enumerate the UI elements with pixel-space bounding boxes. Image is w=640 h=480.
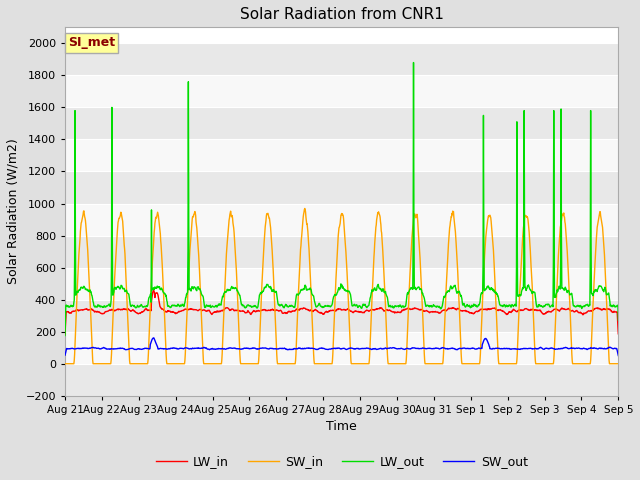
Bar	[65, 139, 618, 171]
X-axis label: Time: Time	[326, 420, 357, 433]
LW_out	[410, 60, 417, 65]
Line: LW_out: LW_out	[65, 62, 618, 336]
LW_in	[61, 331, 69, 337]
SW_in	[566, 295, 573, 300]
Bar	[65, 75, 618, 108]
Bar	[65, 43, 618, 75]
SW_in	[301, 205, 308, 211]
LW_in	[427, 309, 435, 315]
LW_in	[518, 308, 525, 313]
Y-axis label: Solar Radiation (W/m2): Solar Radiation (W/m2)	[7, 139, 20, 284]
SW_in	[614, 361, 622, 367]
LW_out	[292, 299, 300, 305]
Bar	[65, 332, 618, 364]
LW_out	[61, 333, 69, 338]
SW_in	[61, 361, 69, 367]
Bar	[65, 108, 618, 139]
Text: SI_met: SI_met	[68, 36, 115, 49]
Line: SW_in: SW_in	[65, 208, 618, 364]
SW_in	[292, 358, 300, 363]
Bar	[65, 236, 618, 267]
Bar	[65, 171, 618, 204]
Title: Solar Radiation from CNR1: Solar Radiation from CNR1	[240, 7, 444, 22]
SW_in	[518, 248, 525, 254]
SW_in	[278, 361, 286, 367]
SW_in	[427, 361, 435, 367]
LW_in	[292, 307, 300, 312]
SW_out	[518, 346, 525, 352]
Legend: LW_in, SW_in, LW_out, SW_out: LW_in, SW_in, LW_out, SW_out	[150, 450, 532, 473]
LW_out	[566, 291, 573, 297]
LW_in	[614, 331, 622, 336]
LW_in	[184, 307, 191, 312]
SW_out	[184, 346, 191, 351]
LW_out	[278, 302, 286, 308]
Bar	[65, 267, 618, 300]
Line: SW_out: SW_out	[65, 338, 618, 356]
Bar	[65, 204, 618, 236]
LW_in	[278, 311, 286, 316]
LW_out	[184, 290, 191, 296]
SW_out	[150, 335, 157, 341]
SW_out	[278, 346, 286, 351]
SW_out	[427, 346, 435, 351]
SW_in	[184, 304, 191, 310]
LW_in	[150, 288, 157, 293]
Bar	[65, 364, 618, 396]
LW_out	[427, 304, 435, 310]
Line: LW_in: LW_in	[65, 290, 618, 334]
LW_out	[614, 317, 622, 323]
SW_out	[292, 346, 300, 351]
LW_in	[566, 307, 573, 312]
SW_out	[566, 346, 573, 351]
Bar	[65, 300, 618, 332]
LW_out	[518, 288, 525, 293]
SW_out	[614, 353, 622, 359]
SW_out	[61, 352, 69, 358]
